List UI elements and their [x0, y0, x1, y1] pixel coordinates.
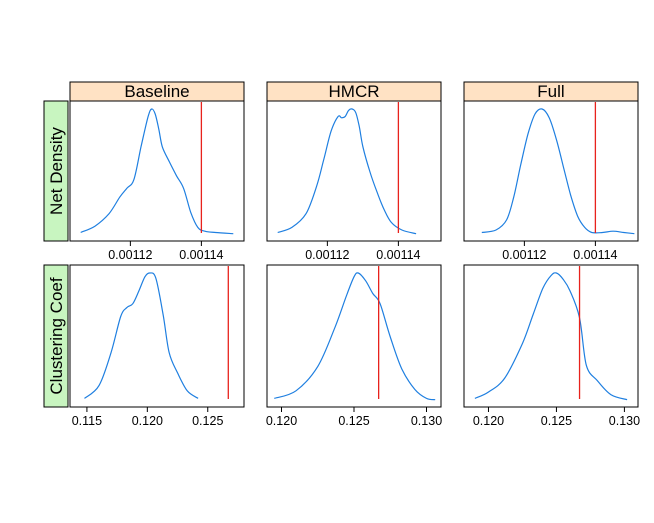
density-line-clustering-coef-hmcr: [274, 272, 436, 401]
density-line-clustering-coef-full: [474, 272, 628, 401]
panel-frame: [463, 264, 639, 408]
panel-frame: [69, 100, 245, 242]
x-tick-label: 0.00114: [376, 248, 420, 262]
panel-clustering-coef-full: 0.120 0.125 0.130: [463, 264, 640, 428]
x-tick-label: 0.00112: [305, 248, 349, 262]
x-tick-label: 0.00112: [502, 248, 546, 262]
panel-net-density-baseline: 0.00112 0.00114: [69, 100, 245, 262]
panel-frame: [266, 264, 442, 408]
strip-label-baseline: Baseline: [124, 82, 189, 101]
density-line-net-density-full: [481, 108, 635, 235]
x-tick-label: 0.00114: [179, 248, 223, 262]
density-line-clustering-coef-baseline: [84, 272, 199, 399]
row-label-net-density: Net Density: [47, 127, 66, 215]
density-line-net-density-baseline: [80, 108, 234, 235]
x-tick-label: 0.120: [132, 414, 163, 428]
x-tick-label: 0.00114: [573, 248, 617, 262]
strip-label-full: Full: [537, 82, 564, 101]
row-strip-net-density: [43, 100, 69, 242]
strip-label-hmcr: HMCR: [329, 82, 380, 101]
x-tick-label: 0.130: [411, 414, 442, 428]
row-strip-clustering-coef: [43, 264, 69, 408]
x-tick-label: 0.120: [473, 414, 504, 428]
row-label-clustering-coef: Clustering Coef: [47, 277, 66, 394]
x-tick-label: 0.125: [338, 414, 369, 428]
x-tick-label: 0.130: [609, 414, 640, 428]
panel-frame: [266, 100, 442, 242]
density-line-net-density-hmcr: [277, 108, 417, 235]
panel-clustering-coef-hmcr: 0.120 0.125 0.130: [266, 264, 442, 428]
x-tick-label: 0.125: [192, 414, 223, 428]
panel-clustering-coef-baseline: 0.115 0.120 0.125: [69, 264, 245, 428]
panel-net-density-hmcr: 0.00112 0.00114: [266, 100, 442, 262]
x-tick-label: 0.120: [266, 414, 297, 428]
x-tick-label: 0.115: [72, 414, 102, 428]
x-tick-label: 0.125: [541, 414, 572, 428]
x-tick-label: 0.00112: [108, 248, 152, 262]
panel-frame: [69, 264, 245, 408]
panel-net-density-full: 0.00112 0.00114: [463, 100, 639, 262]
panel-frame: [463, 100, 639, 242]
